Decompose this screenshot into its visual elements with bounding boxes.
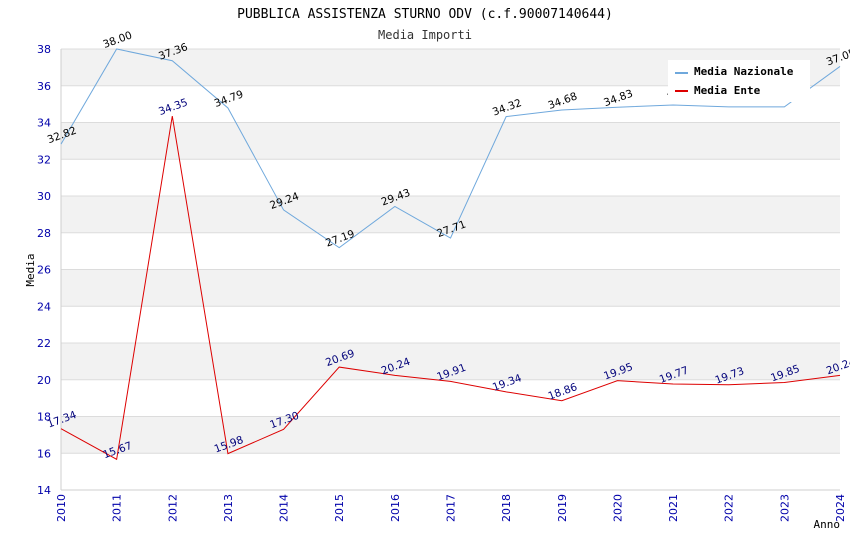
grid-band	[61, 122, 840, 160]
y-tick-label: 34	[37, 117, 51, 130]
chart-title: PUBBLICA ASSISTENZA STURNO ODV (c.f.9000…	[237, 7, 613, 22]
y-tick-label: 20	[37, 374, 51, 387]
legend-label-nazionale: Media Nazionale	[694, 65, 794, 78]
data-label: 18.86	[547, 381, 580, 403]
x-tick-label: 2016	[389, 494, 402, 522]
y-tick-label: 18	[37, 411, 51, 424]
data-label: 34.79	[213, 88, 245, 110]
series-line-ente	[60, 115, 841, 461]
x-axis-label: Anno	[814, 518, 841, 531]
x-tick-label: 2011	[111, 494, 124, 522]
y-tick-label: 30	[37, 190, 51, 203]
grid-band	[61, 269, 840, 307]
axes	[60, 49, 840, 491]
y-tick-label: 38	[37, 43, 51, 56]
y-tick-label: 26	[37, 264, 51, 277]
x-tick-label: 2020	[611, 494, 624, 522]
chart-subtitle: Media Importi	[378, 28, 472, 42]
x-tick-label: 2023	[778, 494, 791, 522]
x-tick-label: 2015	[333, 494, 346, 522]
y-axis-label: Media	[24, 253, 37, 286]
data-label: 34.35	[157, 96, 189, 118]
x-tick-label: 2018	[500, 494, 513, 522]
data-label: 34.83	[602, 88, 634, 110]
x-tick-label: 2014	[278, 494, 291, 522]
y-tick-label: 28	[37, 227, 51, 240]
data-label: 34.68	[547, 90, 579, 112]
x-tick-label: 2022	[723, 494, 736, 522]
x-tick-label: 2019	[556, 494, 569, 522]
legend-label-ente: Media Ente	[694, 84, 761, 97]
data-label: 38.00	[101, 29, 133, 51]
series-line-nazionale	[60, 48, 841, 249]
series-lines	[60, 48, 841, 461]
legend-background	[668, 60, 810, 102]
y-tick-label: 14	[37, 484, 51, 497]
x-tick-label: 2013	[222, 494, 235, 522]
grid-band	[61, 416, 840, 454]
x-tick-labels: 2010 2011 2012 2013 2014 2015 2016 2017 2018 2019…	[55, 494, 847, 522]
x-tick-label: 2017	[445, 494, 458, 522]
y-tick-label: 16	[37, 447, 51, 460]
x-tick-label: 2021	[667, 494, 680, 522]
x-tick-label: 2012	[166, 494, 179, 522]
y-tick-labels: 14 16 18 20 22 24 26 28 30 32 34 36 38	[37, 43, 51, 497]
x-tick-label: 2024	[834, 494, 847, 522]
grid-band	[61, 343, 840, 380]
x-tick-label: 2010	[55, 494, 68, 522]
y-tick-label: 24	[37, 300, 51, 313]
y-tick-label: 22	[37, 337, 51, 350]
legend: Media Nazionale Media Ente	[668, 60, 810, 102]
y-tick-label: 36	[37, 80, 51, 93]
y-tick-label: 32	[37, 153, 51, 166]
